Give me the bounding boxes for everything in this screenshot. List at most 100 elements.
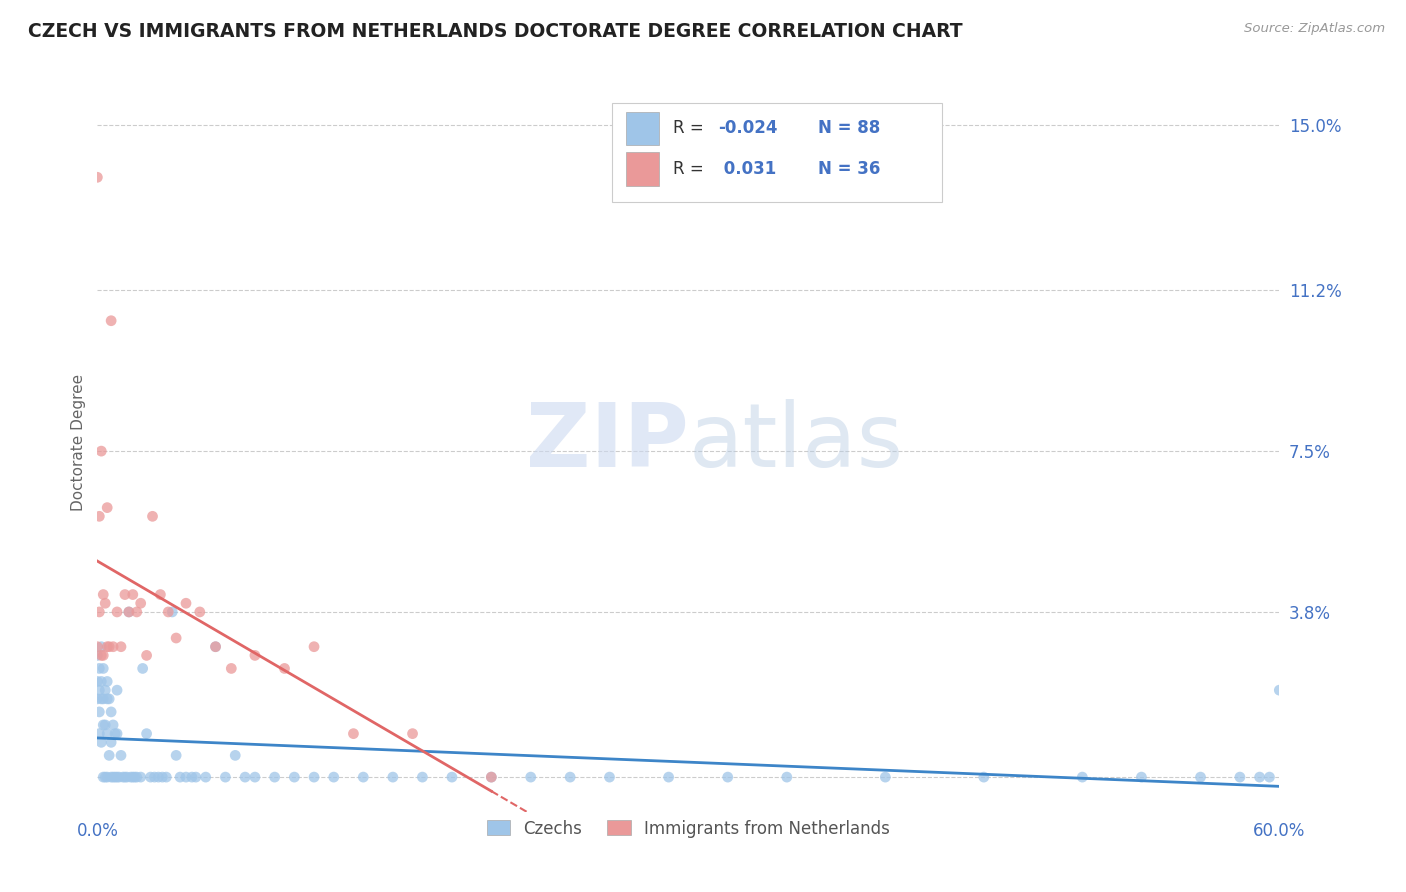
- Point: [91, 718, 114, 732]
- Point: [111, 770, 134, 784]
- Point: [139, 770, 162, 784]
- FancyBboxPatch shape: [612, 103, 942, 202]
- Point: [108, 770, 131, 784]
- Text: R =: R =: [673, 160, 709, 178]
- Point: [120, 770, 142, 784]
- Point: [221, 661, 243, 675]
- Point: [141, 509, 163, 524]
- Point: [105, 605, 128, 619]
- Point: [322, 770, 344, 784]
- Point: [91, 588, 114, 602]
- Point: [115, 770, 138, 784]
- Point: [89, 705, 111, 719]
- Point: [214, 770, 236, 784]
- Point: [169, 770, 191, 784]
- Point: [233, 770, 256, 784]
- Point: [118, 605, 141, 619]
- Point: [96, 674, 118, 689]
- Point: [90, 691, 112, 706]
- Point: [96, 770, 118, 784]
- Point: [263, 770, 285, 784]
- Y-axis label: Doctorate Degree: Doctorate Degree: [72, 374, 86, 511]
- Point: [89, 726, 111, 740]
- Text: 0.031: 0.031: [718, 160, 776, 178]
- Point: [148, 770, 170, 784]
- Point: [157, 605, 180, 619]
- Point: [129, 770, 152, 784]
- Point: [283, 770, 305, 784]
- Point: [114, 770, 136, 784]
- Point: [105, 770, 128, 784]
- Point: [94, 718, 117, 732]
- Point: [91, 648, 114, 663]
- Point: [440, 770, 463, 784]
- Text: R =: R =: [673, 120, 709, 137]
- Point: [86, 674, 108, 689]
- Point: [121, 588, 143, 602]
- Point: [658, 770, 681, 784]
- Point: [101, 770, 124, 784]
- Point: [110, 748, 132, 763]
- Point: [98, 748, 121, 763]
- Point: [98, 691, 121, 706]
- Point: [519, 770, 541, 784]
- Point: [479, 770, 502, 784]
- Point: [1258, 770, 1281, 784]
- Point: [302, 770, 325, 784]
- Point: [96, 726, 118, 740]
- Point: [1189, 770, 1212, 784]
- Point: [401, 726, 423, 740]
- Point: [1130, 770, 1153, 784]
- Point: [96, 640, 118, 654]
- Bar: [626, 112, 659, 145]
- Point: [100, 705, 122, 719]
- Point: [188, 605, 211, 619]
- Text: CZECH VS IMMIGRANTS FROM NETHERLANDS DOCTORATE DEGREE CORRELATION CHART: CZECH VS IMMIGRANTS FROM NETHERLANDS DOC…: [28, 22, 963, 41]
- Point: [243, 648, 266, 663]
- Text: Source: ZipAtlas.com: Source: ZipAtlas.com: [1244, 22, 1385, 36]
- Point: [273, 661, 295, 675]
- Point: [342, 726, 364, 740]
- Point: [599, 770, 621, 784]
- Point: [174, 596, 197, 610]
- Point: [100, 314, 122, 328]
- Point: [1071, 770, 1094, 784]
- Point: [96, 500, 118, 515]
- Point: [302, 640, 325, 654]
- Point: [90, 735, 112, 749]
- Point: [86, 170, 108, 185]
- Point: [89, 683, 111, 698]
- Point: [86, 691, 108, 706]
- Point: [86, 648, 108, 663]
- Point: [129, 596, 152, 610]
- Point: [352, 770, 374, 784]
- Point: [131, 661, 153, 675]
- Point: [98, 640, 121, 654]
- Text: -0.024: -0.024: [718, 120, 778, 137]
- Point: [96, 691, 118, 706]
- Point: [560, 770, 582, 784]
- Point: [165, 748, 187, 763]
- Point: [143, 770, 166, 784]
- Point: [94, 770, 117, 784]
- Point: [121, 770, 143, 784]
- Point: [1249, 770, 1271, 784]
- Point: [1268, 683, 1291, 698]
- Point: [101, 640, 124, 654]
- Text: atlas: atlas: [689, 399, 904, 486]
- Point: [94, 683, 117, 698]
- Point: [89, 661, 111, 675]
- Point: [224, 748, 246, 763]
- Point: [194, 770, 217, 784]
- Point: [160, 605, 183, 619]
- Point: [90, 674, 112, 689]
- Point: [90, 648, 112, 663]
- Point: [125, 770, 148, 784]
- Point: [89, 605, 111, 619]
- Text: N = 36: N = 36: [818, 160, 880, 178]
- Point: [100, 735, 122, 749]
- Text: N = 88: N = 88: [818, 120, 880, 137]
- Point: [124, 770, 146, 784]
- Point: [90, 444, 112, 458]
- Point: [149, 588, 172, 602]
